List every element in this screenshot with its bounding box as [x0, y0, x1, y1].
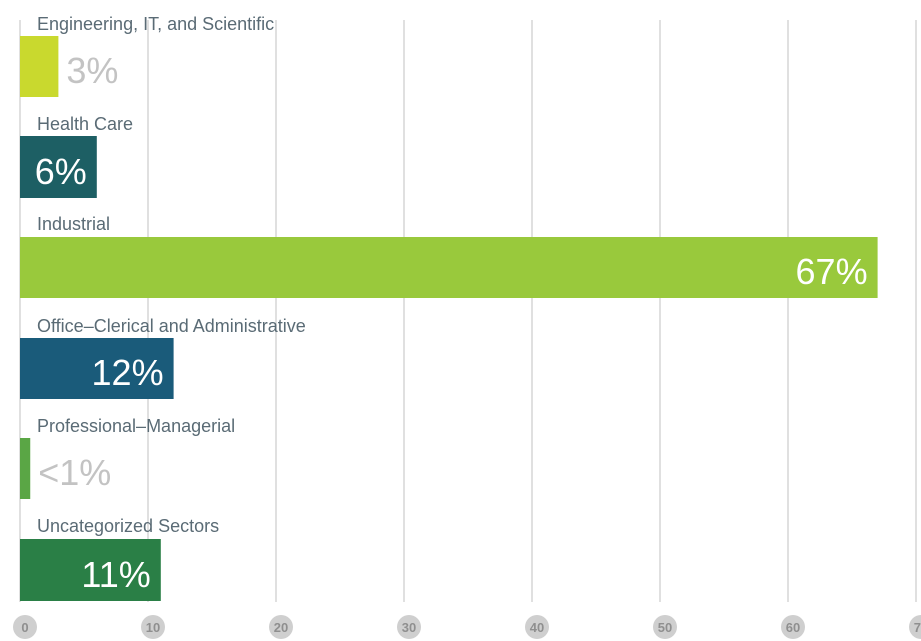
bar [20, 36, 59, 97]
gridlines [19, 20, 917, 602]
tick-circle [269, 615, 293, 639]
tick-label: 0 [21, 620, 28, 635]
category-label: Professional–Managerial [37, 416, 235, 436]
bar-group: Office–Clerical and Administrative 12% [20, 316, 306, 399]
x-tick: 30 [397, 615, 421, 639]
category-label: Engineering, IT, and Scientific [37, 14, 274, 34]
category-label: Health Care [37, 114, 133, 134]
bar [20, 237, 878, 298]
bar [20, 539, 161, 601]
tick-label: 50 [658, 620, 672, 635]
tick-label: 40 [530, 620, 544, 635]
x-tick: 20 [269, 615, 293, 639]
value-label: 6% [35, 151, 87, 192]
value-label: 12% [92, 352, 164, 393]
tick-circle [13, 615, 37, 639]
category-label: Industrial [37, 214, 110, 234]
x-tick: 50 [653, 615, 677, 639]
x-tick: 0 [13, 615, 37, 639]
x-tick: 40 [525, 615, 549, 639]
bar [20, 438, 31, 499]
tick-label: 30 [402, 620, 416, 635]
x-tick: 60 [781, 615, 805, 639]
x-tick: 70 [909, 615, 921, 639]
tick-circle [653, 615, 677, 639]
category-label: Office–Clerical and Administrative [37, 316, 306, 336]
bar [20, 338, 174, 399]
value-label: 67% [796, 251, 868, 292]
value-label: <1% [38, 452, 111, 493]
x-tick: 10 [141, 615, 165, 639]
value-label: 11% [81, 554, 150, 595]
tick-label: 70 [914, 620, 921, 635]
tick-label: 10 [146, 620, 160, 635]
bar [20, 136, 97, 198]
x-axis: 0 10 20 30 40 50 60 70 [13, 615, 921, 639]
category-label: Uncategorized Sectors [37, 516, 219, 536]
tick-circle [909, 615, 921, 639]
tick-circle [781, 615, 805, 639]
bar-group: Uncategorized Sectors 11% [20, 516, 219, 601]
tick-circle [141, 615, 165, 639]
tick-circle [525, 615, 549, 639]
tick-label: 20 [274, 620, 288, 635]
bar-group: Engineering, IT, and Scientific 3% [20, 14, 274, 97]
bar-group: Industrial 67% [20, 214, 878, 298]
bar-group: Professional–Managerial <1% [20, 416, 235, 499]
value-label: 3% [66, 50, 118, 91]
bar-group: Health Care 6% [20, 114, 133, 198]
tick-label: 60 [786, 620, 800, 635]
tick-circle [397, 615, 421, 639]
